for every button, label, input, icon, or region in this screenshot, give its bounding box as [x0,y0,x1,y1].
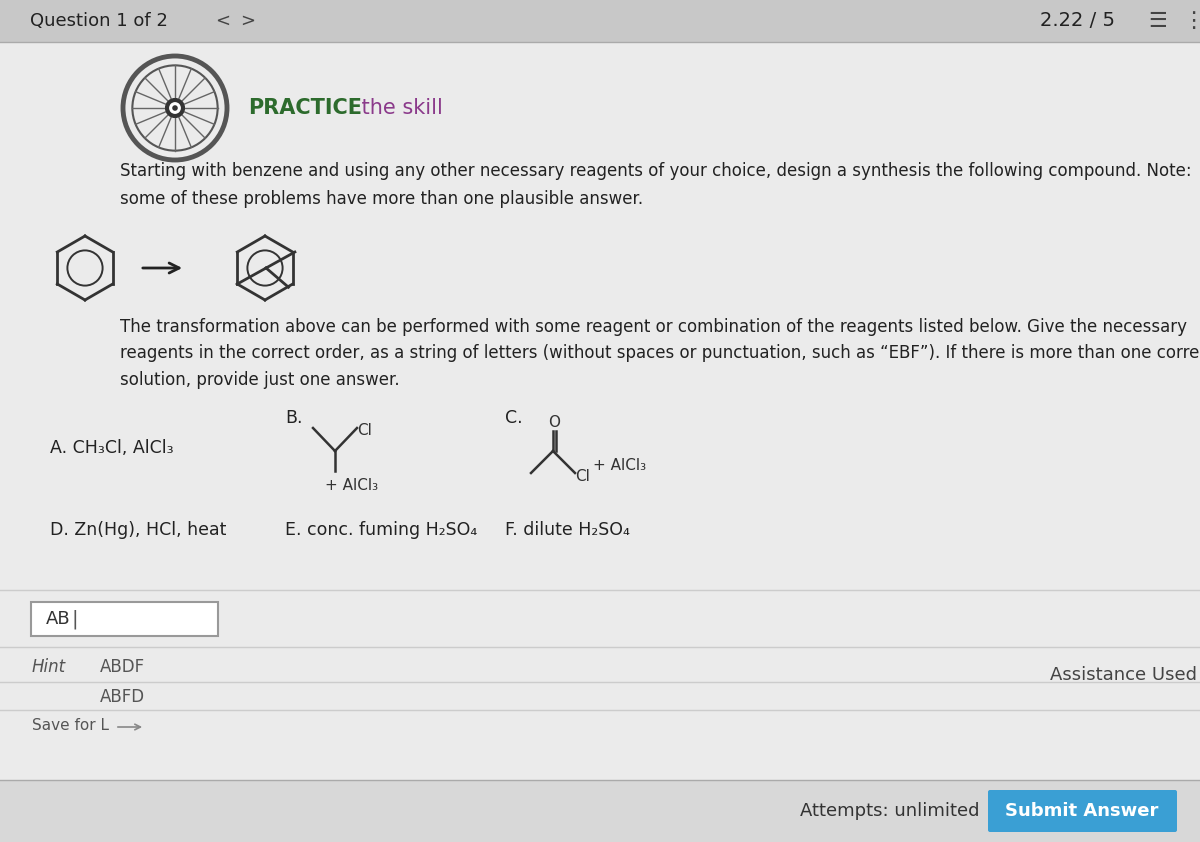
Text: the skill: the skill [355,98,443,118]
Text: Cl: Cl [575,469,590,484]
Text: |: | [72,610,79,629]
Text: + AlCl₃: + AlCl₃ [593,458,646,473]
Text: Assistance Used: Assistance Used [1050,666,1198,684]
Text: Hint: Hint [32,658,66,676]
Text: Submit Answer: Submit Answer [1006,802,1159,820]
Text: Question 1 of 2: Question 1 of 2 [30,12,168,30]
Text: Starting with benzene and using any other necessary reagents of your choice, des: Starting with benzene and using any othe… [120,162,1192,208]
Text: Save for L: Save for L [32,718,109,733]
Text: B.: B. [286,409,302,427]
Text: + AlCl₃: + AlCl₃ [325,478,378,493]
Text: ☰: ☰ [1148,11,1166,31]
Circle shape [173,106,178,110]
FancyBboxPatch shape [31,602,218,636]
Text: AB: AB [46,610,71,628]
Text: PRACTICE: PRACTICE [248,98,362,118]
Text: Attempts: unlimited: Attempts: unlimited [800,802,979,820]
Text: C.: C. [505,409,523,427]
Text: <: < [215,12,230,30]
Circle shape [170,103,180,113]
Text: ABDF: ABDF [100,658,145,676]
Text: D. Zn(Hg), HCl, heat: D. Zn(Hg), HCl, heat [50,521,227,539]
Text: E. conc. fuming H₂SO₄: E. conc. fuming H₂SO₄ [286,521,478,539]
FancyBboxPatch shape [0,42,1200,842]
FancyBboxPatch shape [0,0,1200,42]
Text: >: > [240,12,256,30]
FancyBboxPatch shape [0,780,1200,842]
Text: 2.22 / 5: 2.22 / 5 [1040,12,1115,30]
Circle shape [166,99,185,117]
Text: ABFD: ABFD [100,688,145,706]
Text: The transformation above can be performed with some reagent or combination of th: The transformation above can be performe… [120,318,1200,389]
FancyBboxPatch shape [988,790,1177,832]
Text: ⋮: ⋮ [1182,11,1200,31]
Text: Cl: Cl [358,423,372,438]
Text: F. dilute H₂SO₄: F. dilute H₂SO₄ [505,521,630,539]
Text: A. CH₃Cl, AlCl₃: A. CH₃Cl, AlCl₃ [50,439,174,457]
Text: O: O [548,415,560,430]
